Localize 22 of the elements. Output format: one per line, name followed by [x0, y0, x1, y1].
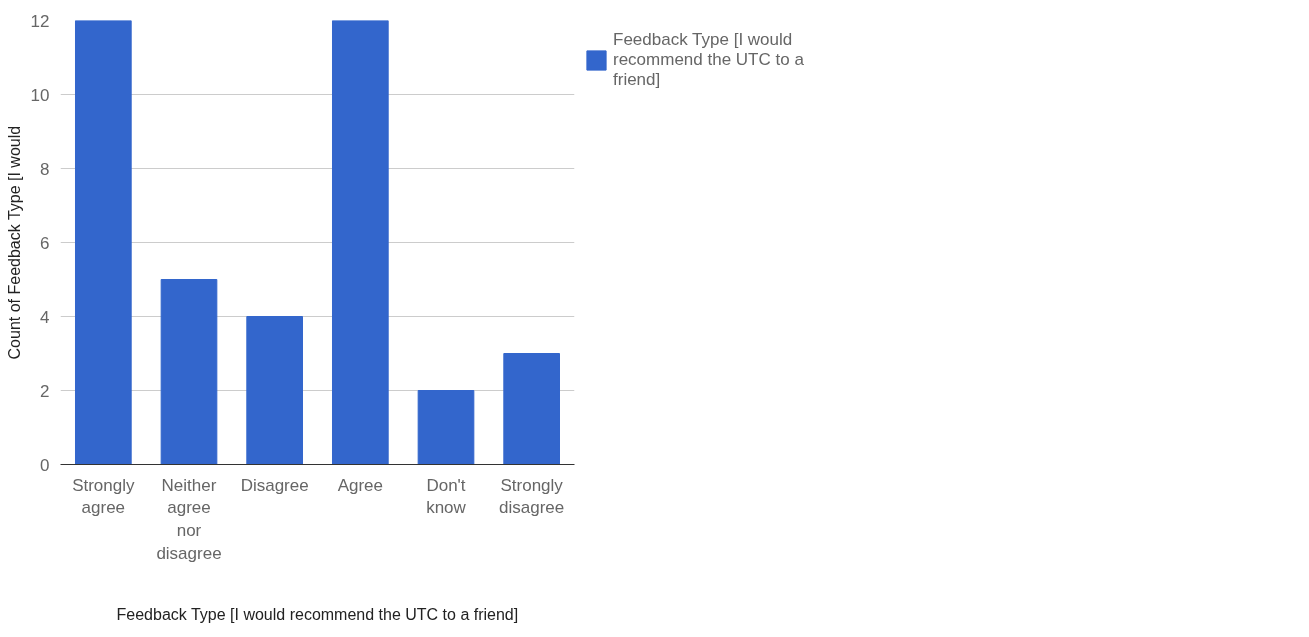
x-tick-label: Disagree — [240, 475, 309, 495]
x-tick-label: Strongly disagree — [499, 475, 565, 518]
y-tick-label: 8 — [40, 159, 50, 179]
bar — [74, 20, 132, 465]
bar — [417, 390, 475, 465]
y-tick-label: 0 — [40, 455, 50, 475]
legend-label: Feedback Type [I would recommend the UTC to a friend] — [613, 30, 804, 90]
x-tick-label: Strongly agree — [72, 475, 136, 518]
bar — [331, 20, 389, 465]
bar — [160, 279, 218, 465]
y-tick-label: 10 — [30, 85, 50, 105]
y-axis-title: Count of Feedback Type [I would — [5, 125, 23, 360]
x-tick-label: Neither agree nor disagree — [156, 475, 222, 563]
y-tick-label: 6 — [40, 233, 50, 253]
y-tick-label: 2 — [40, 381, 50, 401]
bar — [503, 353, 561, 465]
y-tick-label: 4 — [40, 307, 50, 327]
bar — [246, 316, 304, 465]
x-tick-label: Agree — [337, 475, 384, 495]
x-axis-title: Feedback Type [I would recommend the UTC to a friend] — [116, 605, 519, 623]
x-tick-label: Don't know — [426, 475, 467, 518]
y-tick-label: 12 — [30, 11, 50, 31]
